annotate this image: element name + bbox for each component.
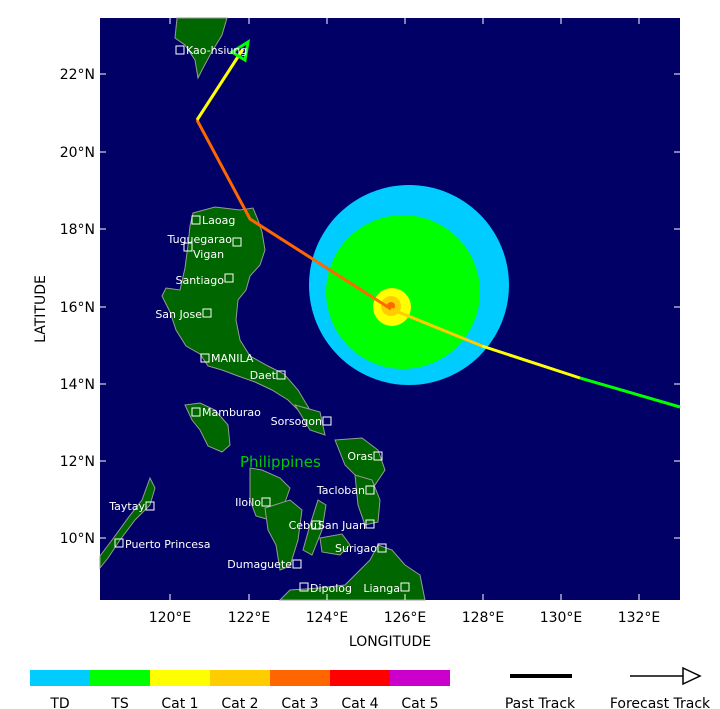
masbate (293, 404, 326, 436)
track-segment-ts (579, 376, 681, 409)
y-tick-label: 20°N (60, 145, 95, 161)
taiwan (174, 17, 228, 80)
city-label: Laoag (202, 214, 235, 227)
city-marker-icon (191, 407, 201, 417)
city-label: Cebu (289, 519, 317, 532)
forecast-arrow-head-icon (229, 38, 251, 63)
legend-swatch (210, 670, 270, 686)
city-marker-icon (183, 242, 193, 252)
city-marker-icon (200, 353, 210, 363)
y-tick-label: 22°N (60, 67, 95, 83)
landmasses (99, 17, 426, 601)
city-marker-icon (322, 416, 332, 426)
cebu (302, 499, 327, 556)
city-label: Dipolog (310, 582, 352, 595)
city-label: Oras (347, 450, 373, 463)
city-label: Iloilo (235, 496, 261, 509)
mindanao (278, 544, 426, 601)
y-tick-label: 14°N (60, 377, 95, 393)
city-marker-icon (365, 485, 375, 495)
city-marker-icon (202, 308, 212, 318)
forecast-arrow-icon (682, 666, 702, 686)
city-label: San Juan (318, 519, 366, 532)
past-track-label: Past Track (505, 696, 576, 709)
track-segment-cat2 (390, 307, 483, 348)
city-label: Taytay (108, 500, 145, 513)
x-tick-label: 120°E (149, 610, 192, 626)
city-marker-icon (373, 451, 383, 461)
city-label: Tacloban (316, 484, 365, 497)
y-tick-label: 18°N (60, 222, 95, 238)
legend-swatch (270, 670, 330, 686)
legend-swatch (90, 670, 150, 686)
legend-swatch (30, 670, 90, 686)
x-tick-label: 124°E (306, 610, 349, 626)
legend-label: Cat 2 (221, 696, 258, 709)
y-tick-label: 10°N (60, 531, 95, 547)
track-segment-cat3 (195, 119, 392, 311)
city-label: Daet (250, 369, 277, 382)
legend-label: Cat 4 (341, 696, 378, 709)
city-marker-icon (276, 370, 286, 380)
city-marker-icon (232, 237, 242, 247)
city-label: Surigao (335, 542, 377, 555)
forecast-track (195, 38, 681, 409)
legend-label: TS (110, 696, 129, 709)
x-tick-label: 132°E (618, 610, 661, 626)
legend-label: Cat 1 (161, 696, 198, 709)
city-label: Kao-hsiung (186, 44, 247, 57)
city-label: Sorsogon (271, 415, 322, 428)
city-label: Dumaguete (227, 558, 292, 571)
track-segment-cat1-north (195, 48, 245, 121)
city-label: Mamburao (202, 406, 261, 419)
city-label: Tuguegarao (167, 233, 233, 246)
city-label: Puerto Princesa (125, 538, 211, 551)
city-marker-icon (311, 520, 321, 530)
x-tick-label: 128°E (462, 610, 505, 626)
city-marker-icon (377, 543, 387, 553)
y-axis-label: LATITUDE (33, 275, 49, 343)
city-marker-icon (191, 215, 201, 225)
category-legend: TD TS Cat 1 Cat 2 Cat 3 Cat 4 Cat 5 (30, 670, 450, 709)
city-label: Santiago (175, 274, 224, 287)
legend-swatch (390, 670, 450, 686)
city-marker-icon (114, 538, 124, 548)
city-marker-icon (224, 273, 234, 283)
city-label: Lianga (363, 582, 400, 595)
samar (334, 437, 386, 486)
x-tick-label: 130°E (540, 610, 583, 626)
legend-swatch (330, 670, 390, 686)
city-marker-icon (292, 559, 302, 569)
legend-label: Cat 3 (281, 696, 318, 709)
city-label: MANILA (211, 352, 254, 365)
country-label: Philippines (240, 453, 321, 471)
city-marker-icon (365, 519, 375, 529)
mindoro (184, 402, 231, 453)
legend-swatch (150, 670, 210, 686)
x-axis-label: LONGITUDE (349, 634, 431, 650)
legend-label: TD (49, 696, 69, 709)
city-label: San Jose (155, 308, 202, 321)
city-label: Vigan (193, 248, 224, 261)
x-tick-label: 126°E (384, 610, 427, 626)
y-tick-label: 16°N (60, 300, 95, 316)
bohol (319, 533, 351, 556)
city-marker-icon (261, 497, 271, 507)
city-marker-icon (299, 582, 309, 592)
axis-ticks: 120°E 122°E 124°E 126°E 128°E 130°E 132°E 22°N 2… (60, 18, 680, 626)
negros (264, 499, 303, 571)
city-marker-icon (145, 501, 155, 511)
city-markers: Kao-hsiung Laoag Tuguegarao Vigan Santiago Sa… (108, 44, 410, 595)
forecast-track-label: Forecast Track (610, 696, 711, 709)
x-tick-label: 122°E (228, 610, 271, 626)
legend-label: Cat 5 (401, 696, 438, 709)
y-tick-label: 12°N (60, 454, 95, 470)
track-segment-cat1 (481, 344, 581, 380)
city-marker-icon (400, 582, 410, 592)
city-marker-icon (175, 45, 185, 55)
